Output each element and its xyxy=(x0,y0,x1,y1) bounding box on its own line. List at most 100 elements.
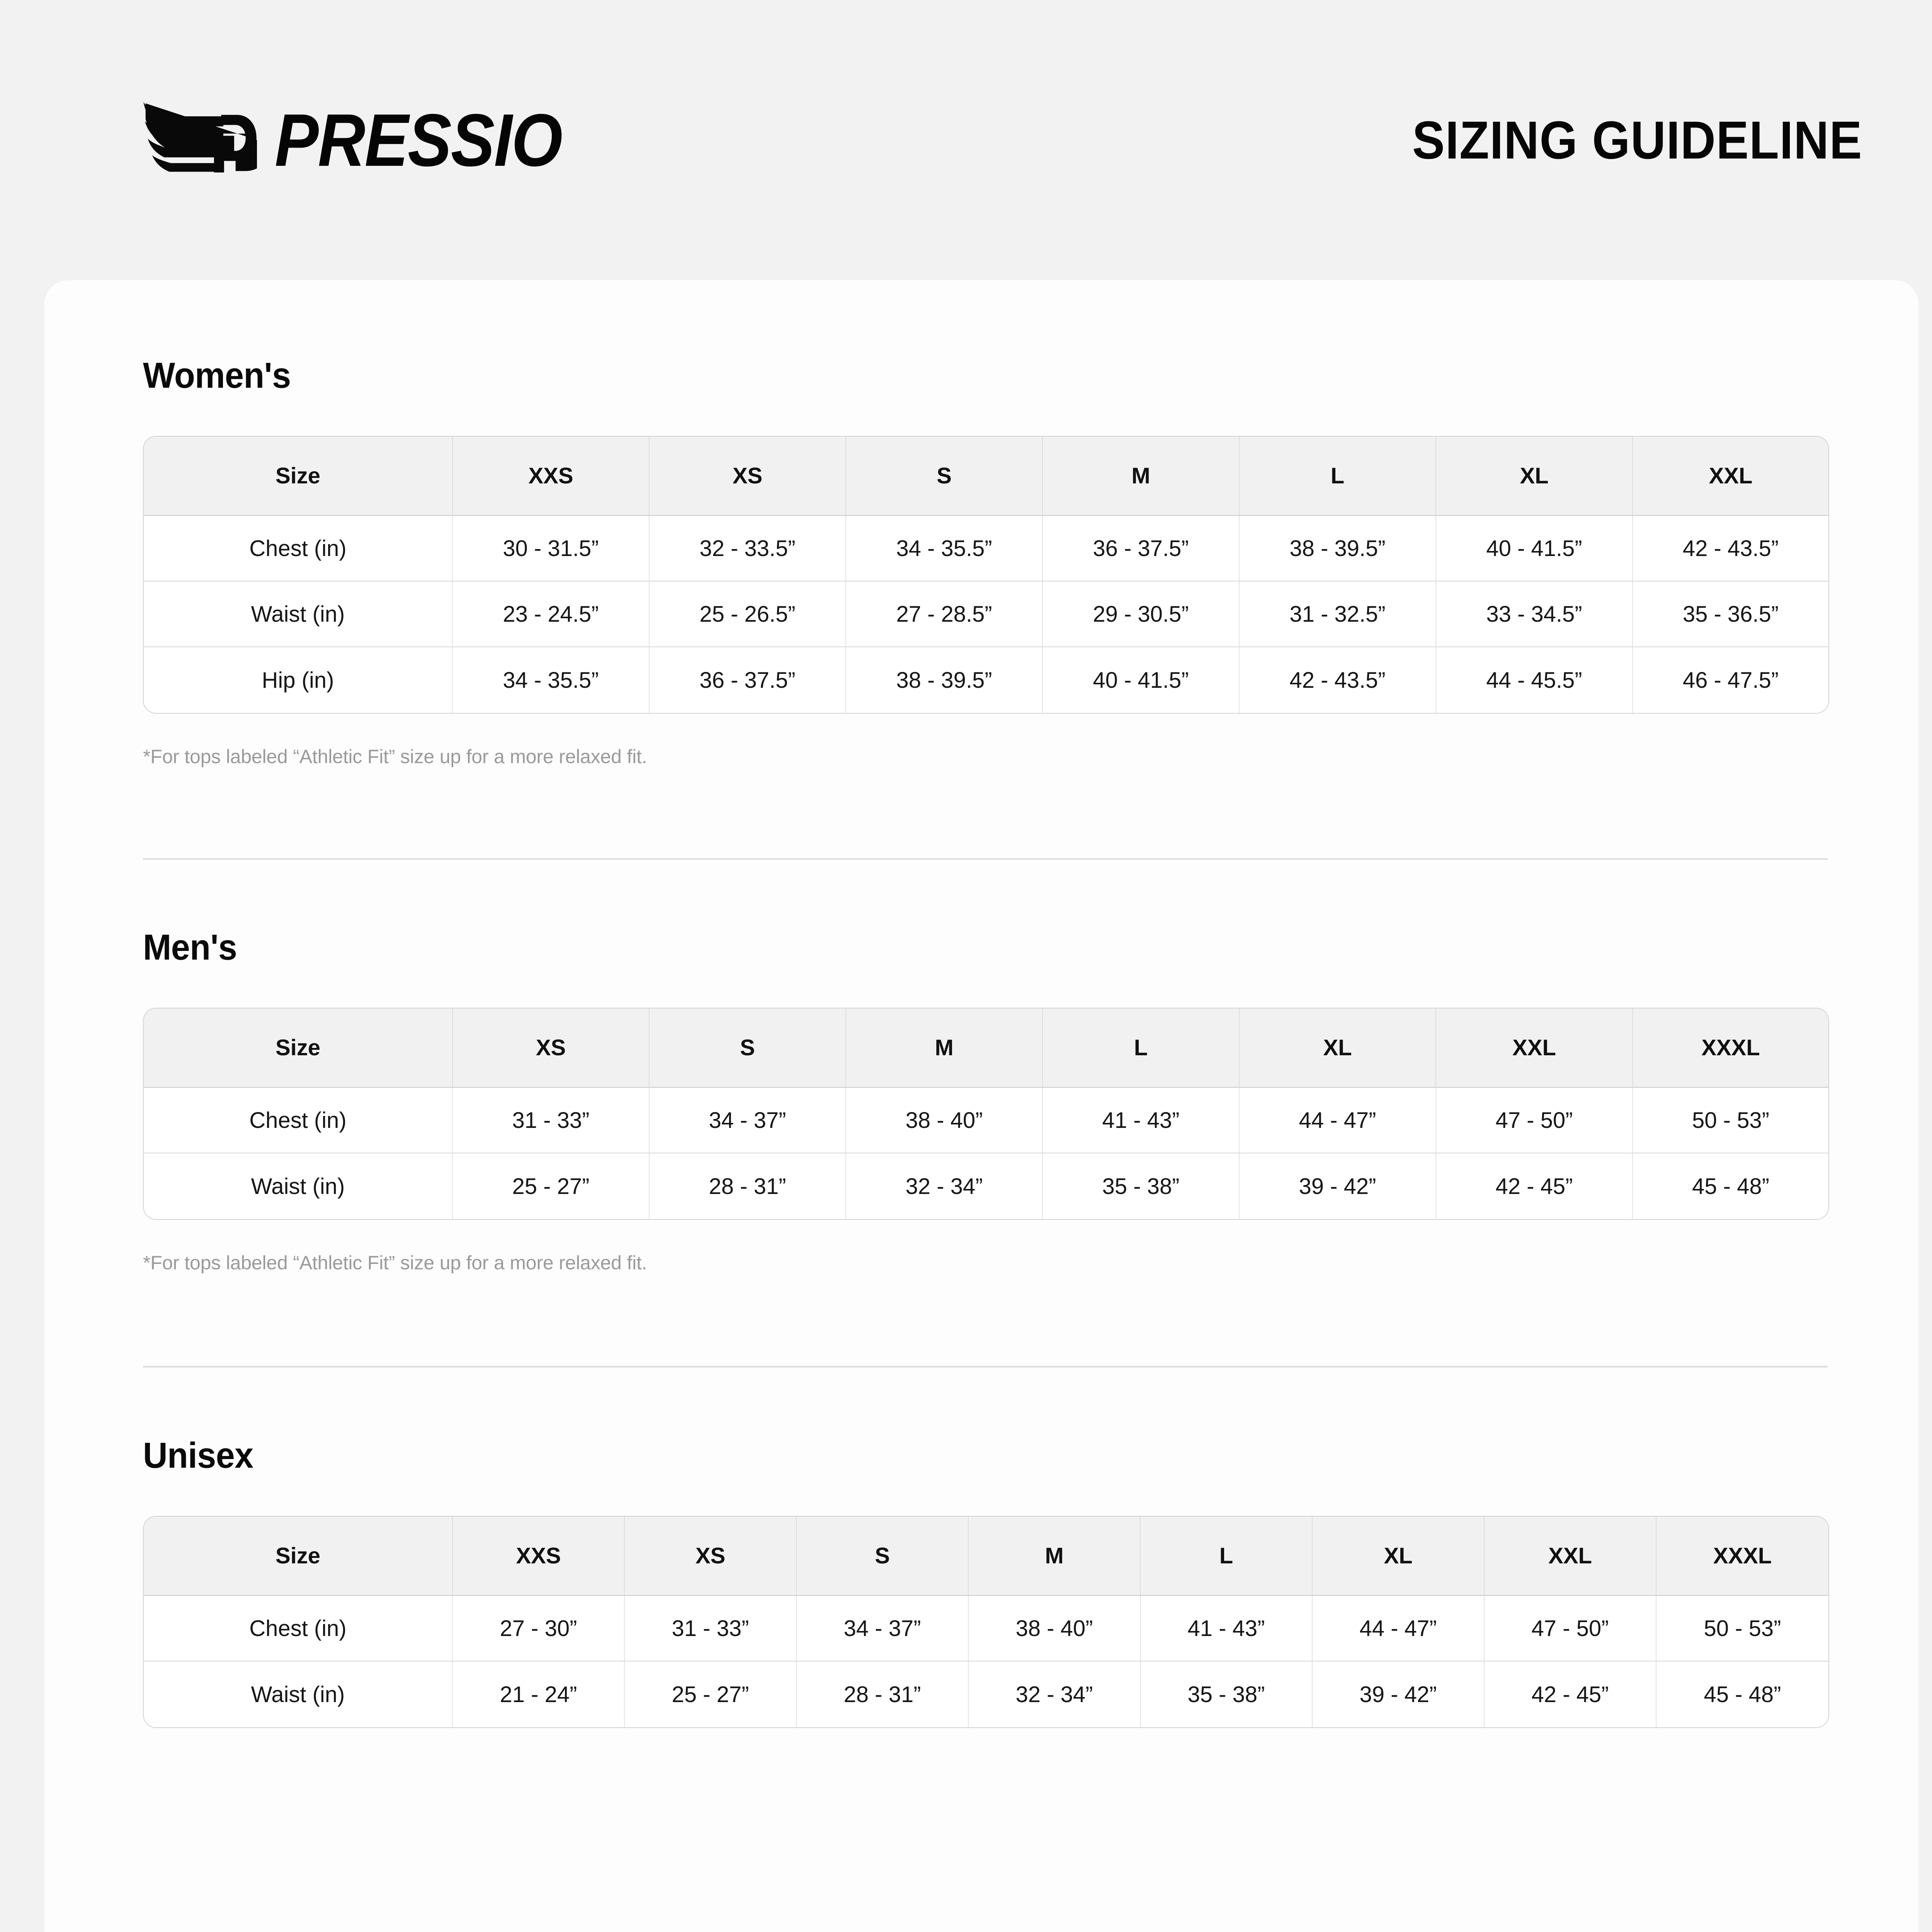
col-header-size: Size xyxy=(144,1009,453,1088)
table-row: Waist (in) 25 - 27” 28 - 31” 32 - 34” 35… xyxy=(144,1153,1828,1219)
col-header-xs: XS xyxy=(453,1009,650,1088)
table-cell: 40 - 41.5” xyxy=(1436,516,1633,582)
table-cell: 31 - 33” xyxy=(625,1596,797,1662)
table-cell: 32 - 33.5” xyxy=(650,516,846,582)
section-mens: Men's Size XS S M L XL XXL XXXL xyxy=(143,927,1829,1274)
table-cell: 40 - 41.5” xyxy=(1043,647,1240,713)
table-cell: 42 - 45” xyxy=(1485,1662,1656,1727)
col-header-xxl: XXL xyxy=(1485,1517,1656,1596)
section-unisex: Unisex Size XXS XS S M L XL XXL XXXL xyxy=(143,1435,1829,1728)
table-row: Hip (in) 34 - 35.5” 36 - 37.5” 38 - 39.5… xyxy=(144,647,1828,713)
table-cell: 38 - 39.5” xyxy=(1240,516,1436,582)
col-header-xs: XS xyxy=(625,1517,797,1596)
brand-lockup: PRESSIO xyxy=(137,100,565,180)
sizing-card: Women's Size XXS XS S M L XL XXL xyxy=(44,280,1918,1932)
table-cell: 50 - 53” xyxy=(1656,1596,1828,1662)
table-cell: 21 - 24” xyxy=(453,1662,625,1727)
section-heading-mens: Men's xyxy=(143,927,237,968)
table-cell: 32 - 34” xyxy=(969,1662,1141,1727)
section-heading-unisex: Unisex xyxy=(143,1435,253,1476)
table-cell: 42 - 43.5” xyxy=(1633,516,1828,582)
row-label: Waist (in) xyxy=(144,582,453,647)
mens-table-note: *For tops labeled “Athletic Fit” size up… xyxy=(143,1252,647,1274)
womens-size-table: Size XXS XS S M L XL XXL Chest (in) 30 -… xyxy=(143,436,1829,714)
table-row: Waist (in) 23 - 24.5” 25 - 26.5” 27 - 28… xyxy=(144,582,1828,647)
table-cell: 41 - 43” xyxy=(1043,1088,1240,1153)
row-label: Chest (in) xyxy=(144,1088,453,1153)
table-row: Chest (in) 30 - 31.5” 32 - 33.5” 34 - 35… xyxy=(144,516,1828,582)
col-header-xxl: XXL xyxy=(1436,1009,1633,1088)
col-header-s: S xyxy=(846,437,1043,516)
col-header-xs: XS xyxy=(650,437,846,516)
table-cell: 46 - 47.5” xyxy=(1633,647,1828,713)
table-cell: 44 - 45.5” xyxy=(1436,647,1633,713)
table-cell: 41 - 43” xyxy=(1141,1596,1313,1662)
row-label: Chest (in) xyxy=(144,1596,453,1662)
table-cell: 38 - 40” xyxy=(846,1088,1043,1153)
brand-wordmark: PRESSIO xyxy=(275,98,563,182)
col-header-xxl: XXL xyxy=(1633,437,1828,516)
table-cell: 34 - 37” xyxy=(650,1088,846,1153)
table-cell: 32 - 34” xyxy=(846,1153,1043,1219)
col-header-xxxl: XXXL xyxy=(1633,1009,1828,1088)
table-cell: 39 - 42” xyxy=(1240,1153,1436,1219)
table-cell: 30 - 31.5” xyxy=(453,516,650,582)
col-header-s: S xyxy=(650,1009,846,1088)
table-cell: 36 - 37.5” xyxy=(1043,516,1240,582)
table-cell: 36 - 37.5” xyxy=(650,647,846,713)
table-cell: 38 - 39.5” xyxy=(846,647,1043,713)
col-header-l: L xyxy=(1141,1517,1313,1596)
page-title: SIZING GUIDELINE xyxy=(1412,110,1862,170)
table-cell: 42 - 43.5” xyxy=(1240,647,1436,713)
table-row: Chest (in) 31 - 33” 34 - 37” 38 - 40” 41… xyxy=(144,1088,1828,1153)
col-header-m: M xyxy=(1043,437,1240,516)
table-cell: 44 - 47” xyxy=(1240,1088,1436,1153)
table-cell: 35 - 38” xyxy=(1043,1153,1240,1219)
col-header-xl: XL xyxy=(1313,1517,1485,1596)
col-header-s: S xyxy=(797,1517,969,1596)
table-cell: 31 - 33” xyxy=(453,1088,650,1153)
row-label: Waist (in) xyxy=(144,1153,453,1219)
table-cell: 25 - 27” xyxy=(453,1153,650,1219)
table-cell: 34 - 37” xyxy=(797,1596,969,1662)
mens-table-body: Chest (in) 31 - 33” 34 - 37” 38 - 40” 41… xyxy=(144,1088,1828,1219)
table-cell: 38 - 40” xyxy=(969,1596,1141,1662)
table-cell: 34 - 35.5” xyxy=(453,647,650,713)
mens-size-table: Size XS S M L XL XXL XXXL Chest (in) 31 … xyxy=(143,1008,1829,1220)
table-cell: 34 - 35.5” xyxy=(846,516,1043,582)
unisex-size-table: Size XXS XS S M L XL XXL XXXL Chest (in)… xyxy=(143,1516,1829,1728)
mens-table-head: Size XS S M L XL XXL XXXL xyxy=(144,1009,1828,1088)
table-cell: 47 - 50” xyxy=(1436,1088,1633,1153)
section-divider xyxy=(143,1366,1828,1367)
col-header-size: Size xyxy=(144,437,453,516)
page-header: PRESSIO SIZING GUIDELINE xyxy=(0,0,1932,280)
row-label: Chest (in) xyxy=(144,516,453,582)
table-cell: 47 - 50” xyxy=(1485,1596,1656,1662)
pressio-wing-icon xyxy=(143,102,257,173)
col-header-m: M xyxy=(846,1009,1043,1088)
unisex-table-body: Chest (in) 27 - 30” 31 - 33” 34 - 37” 38… xyxy=(144,1596,1828,1727)
womens-table-note: *For tops labeled “Athletic Fit” size up… xyxy=(143,746,647,767)
table-cell: 44 - 47” xyxy=(1313,1596,1485,1662)
col-header-m: M xyxy=(969,1517,1141,1596)
table-cell: 33 - 34.5” xyxy=(1436,582,1633,647)
table-cell: 28 - 31” xyxy=(797,1662,969,1727)
col-header-size: Size xyxy=(144,1517,453,1596)
table-cell: 45 - 48” xyxy=(1633,1153,1828,1219)
col-header-xxxl: XXXL xyxy=(1656,1517,1828,1596)
section-divider xyxy=(143,858,1828,860)
table-cell: 42 - 45” xyxy=(1436,1153,1633,1219)
table-cell: 23 - 24.5” xyxy=(453,582,650,647)
row-label: Hip (in) xyxy=(144,647,453,713)
table-row: Waist (in) 21 - 24” 25 - 27” 28 - 31” 32… xyxy=(144,1662,1828,1727)
womens-table-head: Size XXS XS S M L XL XXL xyxy=(144,437,1828,516)
table-cell: 25 - 27” xyxy=(625,1662,797,1727)
table-cell: 35 - 36.5” xyxy=(1633,582,1828,647)
table-cell: 25 - 26.5” xyxy=(650,582,846,647)
section-heading-womens: Women's xyxy=(143,355,291,396)
col-header-l: L xyxy=(1043,1009,1240,1088)
womens-table-body: Chest (in) 30 - 31.5” 32 - 33.5” 34 - 35… xyxy=(144,516,1828,713)
row-label: Waist (in) xyxy=(144,1662,453,1727)
table-cell: 50 - 53” xyxy=(1633,1088,1828,1153)
table-header-row: Size XXS XS S M L XL XXL XXXL xyxy=(144,1517,1828,1596)
